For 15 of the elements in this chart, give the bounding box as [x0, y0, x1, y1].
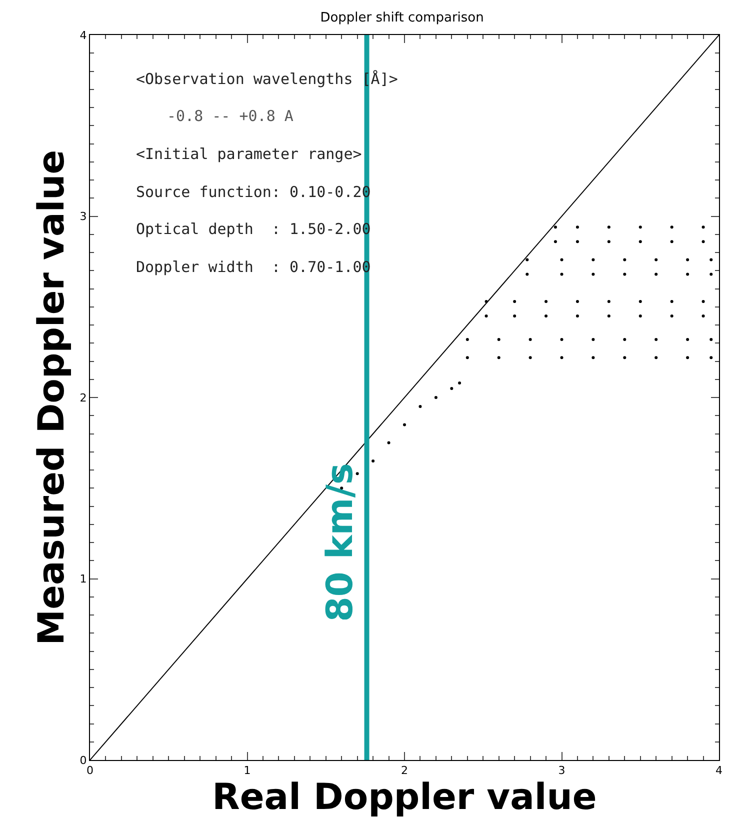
x-tick-label: 3: [558, 764, 566, 778]
y-tick-label: 4: [80, 28, 87, 42]
x-tick-label: 1: [244, 764, 251, 778]
y-tick-label: 1: [80, 572, 87, 586]
x-axis-title: Real Doppler value: [212, 777, 597, 818]
chart-title: Doppler shift comparison: [320, 10, 484, 26]
y-tick-label: 2: [80, 391, 87, 404]
annotation: -0.8 -- +0.8 A: [167, 107, 294, 125]
x-tick-label: 2: [401, 764, 408, 778]
y-tick-label: 3: [80, 210, 87, 224]
ref-line-label: 80 km/s: [320, 463, 361, 622]
y-tick-label: 0: [80, 754, 87, 767]
y-axis-title: Measured Doppler value: [32, 150, 73, 646]
annotation: <Initial parameter range>: [136, 145, 362, 163]
x-tick-label: 4: [716, 764, 722, 778]
